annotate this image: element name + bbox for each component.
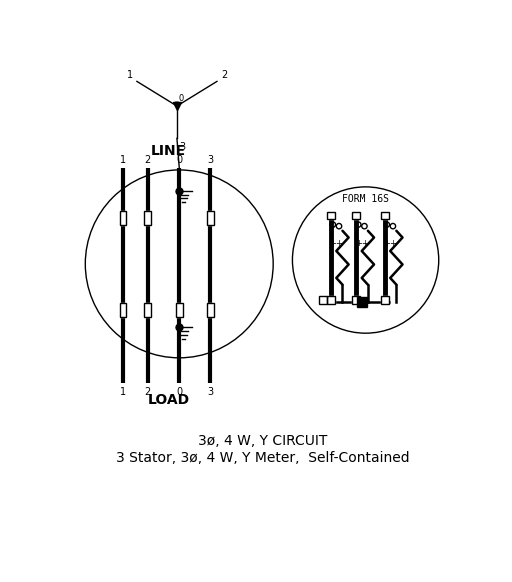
Text: 2: 2	[221, 70, 227, 80]
Bar	[327, 211, 335, 219]
Text: 2: 2	[144, 387, 151, 397]
Text: 2: 2	[144, 155, 151, 165]
Bar	[327, 296, 335, 304]
Bar	[144, 303, 151, 317]
Bar	[381, 211, 389, 219]
Text: 0: 0	[176, 155, 182, 165]
Bar	[319, 296, 327, 304]
Bar	[352, 296, 360, 304]
Text: +: +	[335, 239, 343, 247]
Text: 3 Stator, 3ø, 4 W, Y Meter,  Self-Contained: 3 Stator, 3ø, 4 W, Y Meter, Self-Contain…	[116, 451, 409, 465]
Bar	[319, 296, 327, 304]
Bar	[144, 303, 151, 317]
Text: +: +	[383, 239, 390, 247]
Bar	[327, 296, 335, 304]
Bar	[120, 211, 126, 225]
Bar	[381, 211, 389, 219]
Bar	[176, 303, 183, 317]
Text: +: +	[361, 239, 368, 247]
Text: +: +	[355, 239, 361, 247]
Bar	[120, 211, 126, 225]
Bar	[381, 296, 389, 304]
Text: 0: 0	[179, 94, 184, 103]
Text: 3: 3	[179, 142, 185, 152]
Bar	[381, 296, 389, 304]
Text: 1: 1	[127, 70, 133, 80]
Text: LINE: LINE	[151, 144, 186, 158]
Text: 0: 0	[176, 387, 182, 397]
Bar	[327, 211, 335, 219]
Text: 1: 1	[120, 387, 126, 397]
Text: +: +	[390, 239, 396, 247]
Bar	[206, 211, 214, 225]
Bar	[352, 296, 360, 304]
Text: +: +	[329, 239, 336, 247]
Text: 3ø, 4 W, Y CIRCUIT: 3ø, 4 W, Y CIRCUIT	[198, 434, 327, 448]
Bar	[120, 303, 126, 317]
Bar	[176, 303, 183, 317]
Text: LOAD: LOAD	[147, 393, 189, 407]
Bar	[144, 211, 151, 225]
Bar	[206, 303, 214, 317]
Bar	[206, 303, 214, 317]
Bar	[352, 211, 360, 219]
Text: 3: 3	[207, 387, 213, 397]
Text: 1: 1	[120, 155, 126, 165]
Bar	[120, 303, 126, 317]
Bar	[206, 211, 214, 225]
Bar	[352, 211, 360, 219]
Bar	[144, 211, 151, 225]
Text: 3: 3	[207, 155, 213, 165]
Text: FORM 16S: FORM 16S	[342, 194, 389, 204]
